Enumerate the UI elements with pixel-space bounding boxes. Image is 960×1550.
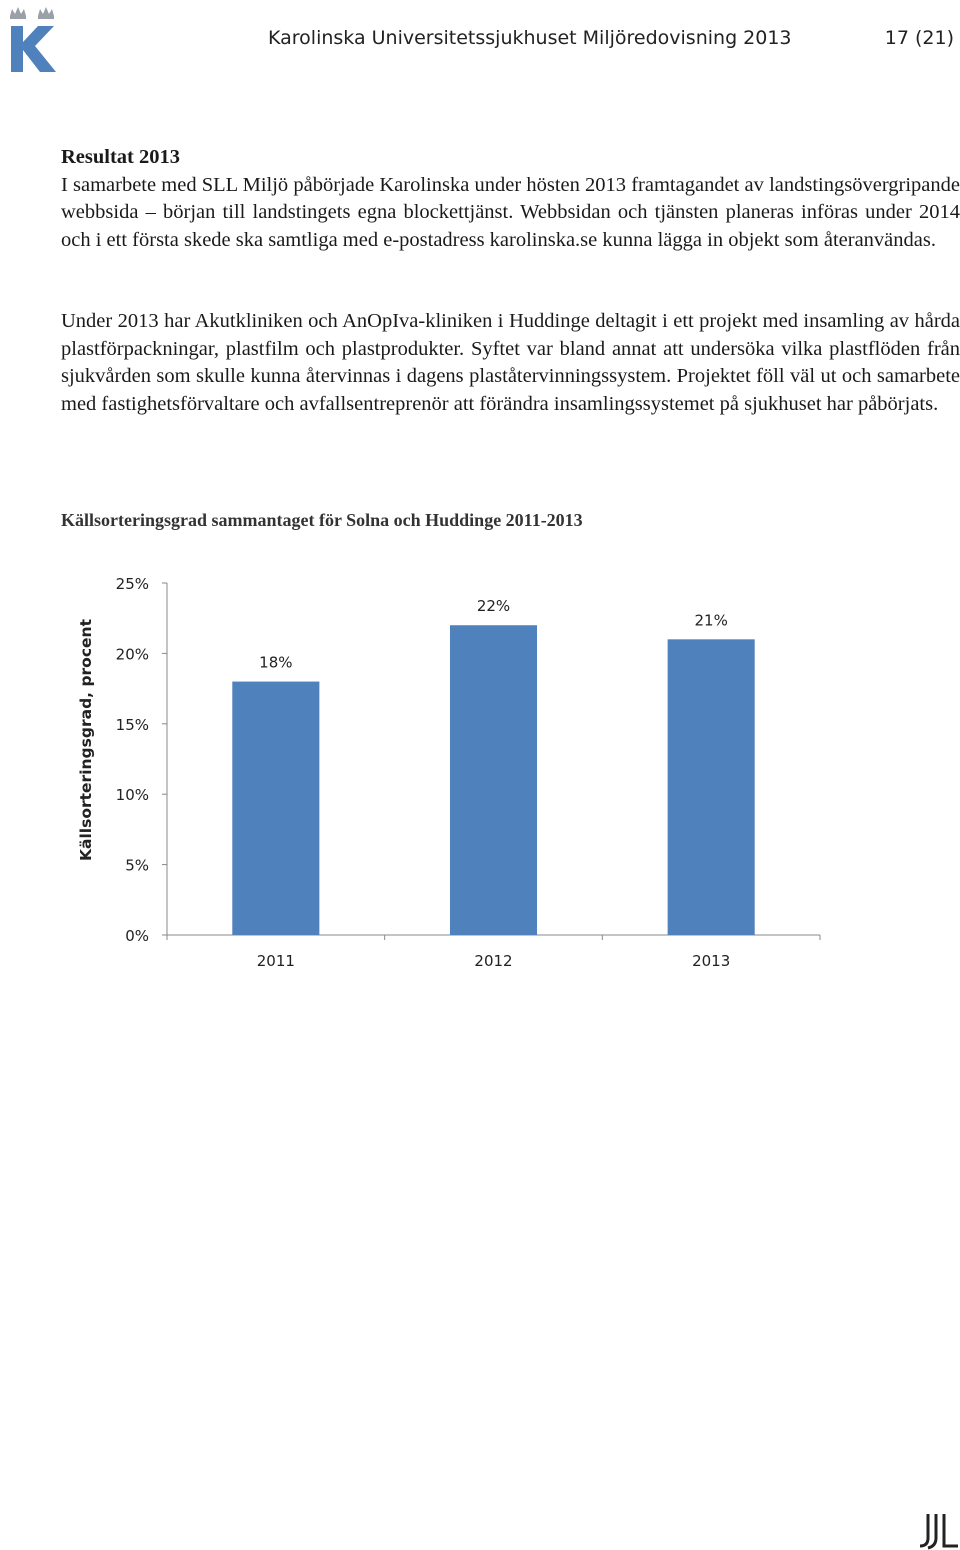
section-heading: Resultat 2013 <box>61 146 181 168</box>
page-number: 17 (21) <box>884 27 954 49</box>
x-tick-label: 2013 <box>692 952 730 970</box>
chart-title: Källsorteringsgrad sammantaget för Solna… <box>61 510 583 530</box>
y-tick-label: 25% <box>116 575 149 593</box>
karolinska-logo <box>10 7 56 72</box>
sll-logo <box>919 1514 958 1550</box>
bar-chart: 0% 5% 10% 15% 20% 25% 18% 2011 22% 2012 21% 2013 Käl… <box>77 575 821 970</box>
y-tick-label: 20% <box>116 645 149 663</box>
paragraph-1: I samarbete med SLL Miljö påbörjade Karo… <box>61 173 960 251</box>
data-label: 21% <box>694 611 727 629</box>
y-axis-label: Källsorteringsgrad, procent <box>77 618 95 861</box>
x-tick-label: 2012 <box>474 952 512 970</box>
document-title: Karolinska Universitetssjukhuset Miljöre… <box>268 27 792 49</box>
y-tick-label: 5% <box>125 857 149 875</box>
x-tick-label: 2011 <box>257 952 295 970</box>
y-tick-label: 15% <box>116 716 149 734</box>
paragraph-2: Under 2013 har Akutkliniken och AnOpIva-… <box>61 310 960 415</box>
bar <box>449 625 538 935</box>
bar <box>232 681 320 935</box>
bar <box>667 639 755 935</box>
y-tick-label: 0% <box>125 927 149 945</box>
y-tick-label: 10% <box>116 786 149 804</box>
data-label: 18% <box>259 654 292 672</box>
data-label: 22% <box>477 597 510 615</box>
